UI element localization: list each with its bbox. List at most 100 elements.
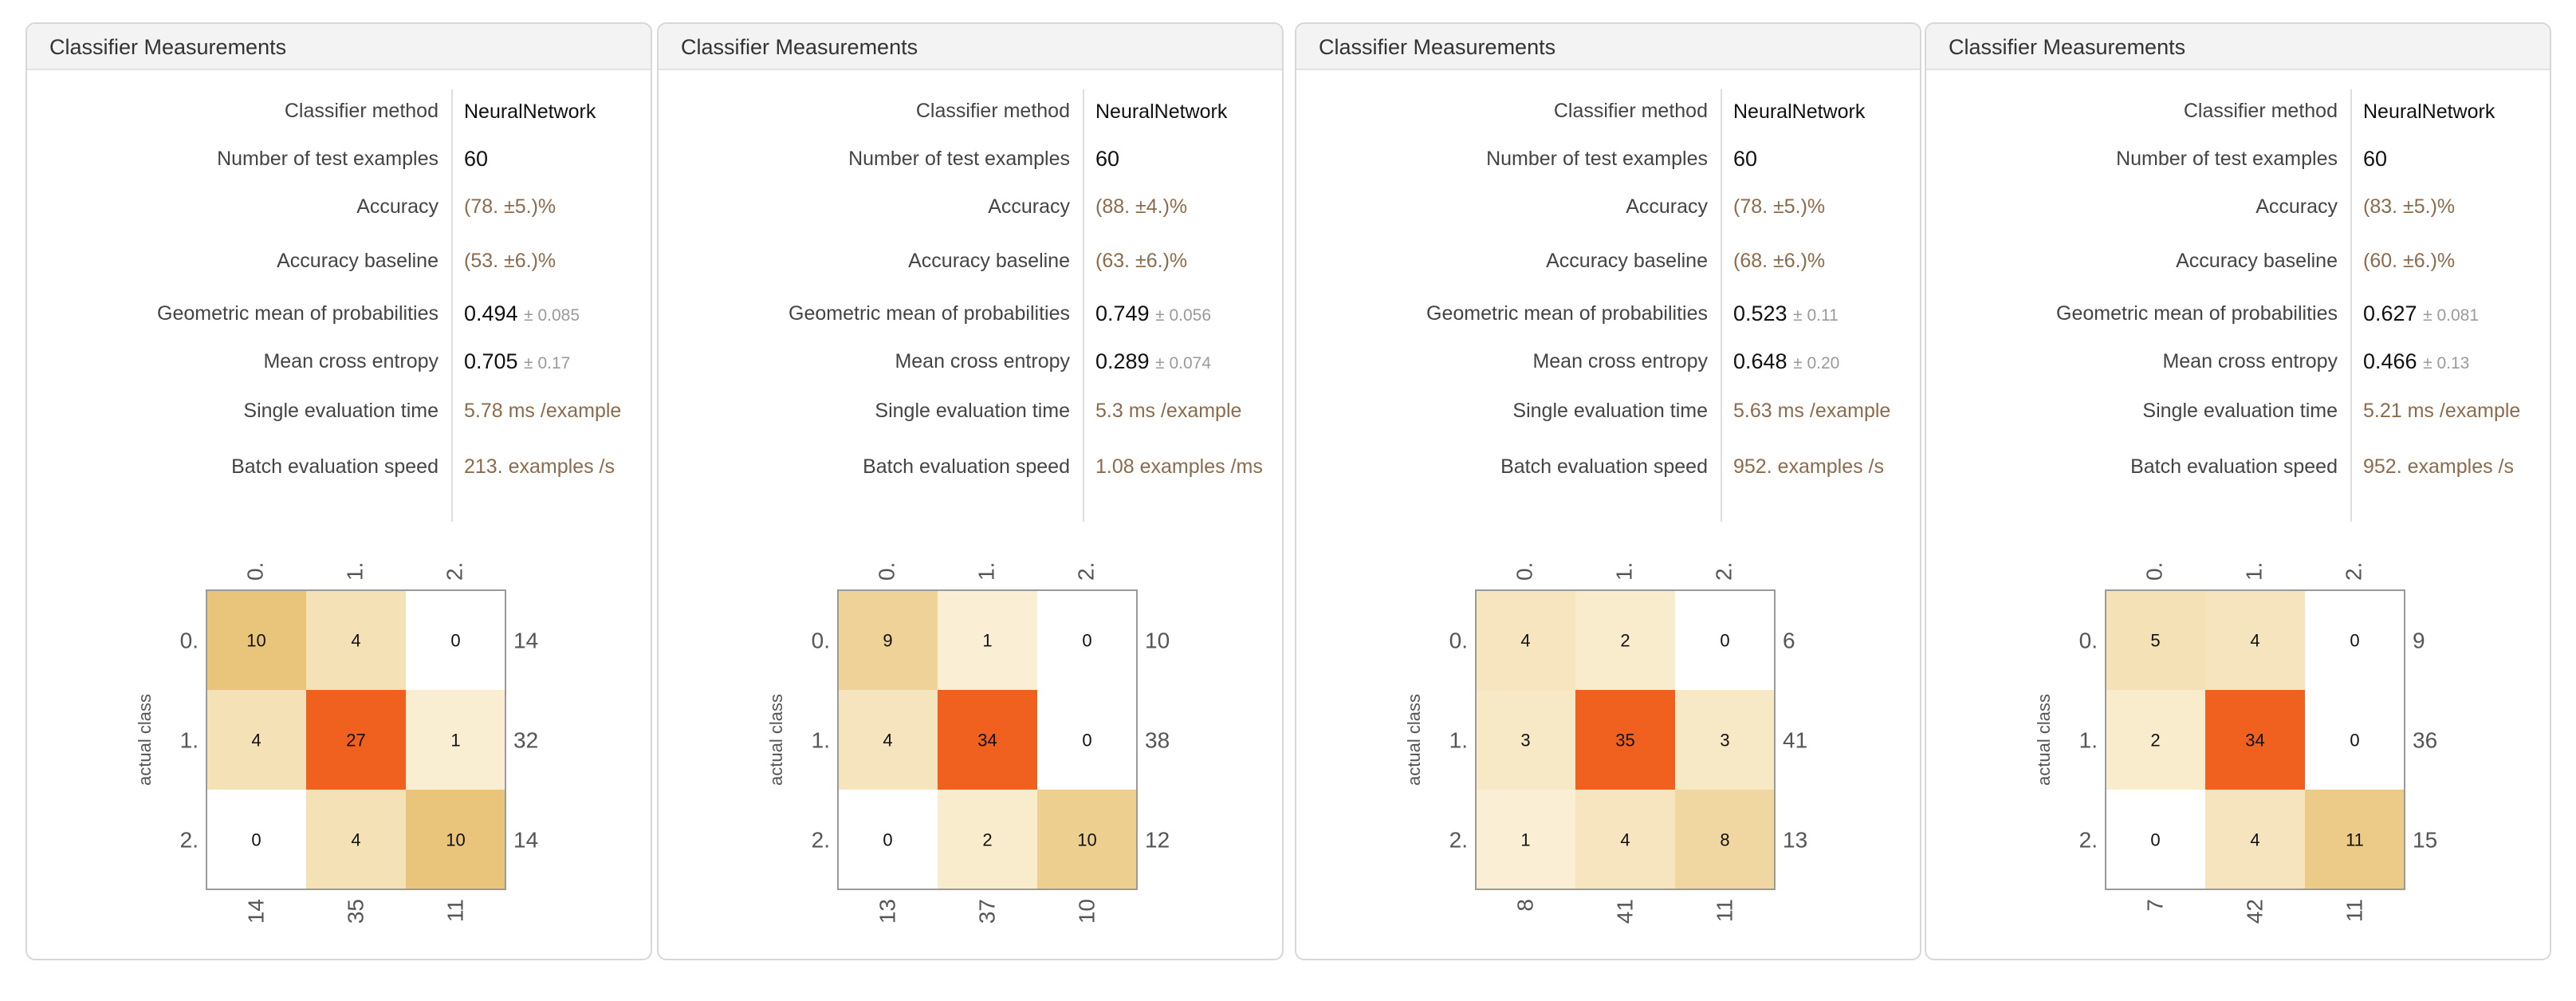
cm-row-total: 14 [513, 629, 538, 653]
measurements-table: Classifier method NeuralNetwork Number of … [27, 85, 651, 531]
cm-cell-count-2-0: 0 [2150, 830, 2160, 850]
cm-col-total: 35 [344, 899, 368, 924]
measurement-label: Single evaluation time [875, 400, 1070, 422]
panel-title: Classifier Measurements [1296, 24, 1920, 70]
value-text: 0.627 [2363, 301, 2417, 325]
cm-row-total: 10 [1145, 629, 1170, 653]
measurement-value: 952. examples /s [2363, 443, 2514, 490]
measurement-value: NeuralNetwork [1733, 88, 1865, 135]
cm-left-class-label: 1. [1449, 728, 1468, 753]
cm-cell-2-1 [938, 790, 1037, 889]
cm-left-class-label: 0. [1449, 629, 1468, 653]
measurement-value: 952. examples /s [1733, 443, 1884, 490]
measurement-label: Accuracy [988, 195, 1070, 218]
cm-cell-0-2 [406, 590, 505, 690]
value-text: 60 [464, 147, 489, 171]
spacer [2417, 301, 2424, 325]
value-text: 0.523 [1733, 301, 1787, 325]
measurement-row-accuracy-baseline: Accuracy baseline (60. ±6.)% [1926, 238, 2550, 284]
value-uncertainty: ± 0.056 [1155, 306, 1212, 325]
measurement-value: (78. ±5.)% [464, 183, 556, 230]
confusion-matrix: 1040427104100.1.2.0.1.2.143214143511pred… [27, 534, 651, 949]
measurement-value: (63. ±6.)% [1095, 238, 1187, 284]
measurements-table: Classifier method NeuralNetwork Number of … [659, 85, 1282, 531]
cm-cell-2-0 [2106, 790, 2205, 889]
measurement-label: Geometric mean of probabilities [157, 302, 439, 325]
cm-cell-count-0-1: 2 [1620, 631, 1630, 651]
value-text: (53. ±6.)% [464, 250, 556, 272]
column-divider [2350, 89, 2352, 522]
spacer [518, 301, 525, 325]
measurement-label: Batch evaluation speed [1500, 455, 1708, 478]
cm-cell-2-2 [406, 790, 505, 889]
measurement-row-classifier-method: Classifier method NeuralNetwork [659, 88, 1282, 134]
cm-left-class-label: 0. [812, 629, 830, 653]
cm-top-class-label: 1. [974, 562, 999, 581]
value-uncertainty: ± 0.11 [1793, 306, 1839, 325]
measurement-value: 5.21 ms /example [2363, 388, 2520, 434]
cm-col-total: 14 [244, 899, 269, 924]
measurement-value: (78. ±5.)% [1733, 183, 1825, 230]
cm-cell-count-0-0: 9 [883, 631, 892, 651]
cm-cell-1-1 [1575, 690, 1675, 790]
measurement-row-classifier-method: Classifier method NeuralNetwork [1926, 88, 2550, 134]
value-text: NeuralNetwork [1095, 100, 1228, 123]
cm-ylabel: actual class [1404, 694, 1424, 786]
measurement-row-classifier-method: Classifier method NeuralNetwork [1296, 88, 1920, 134]
value-text: (60. ±6.)% [2363, 250, 2456, 272]
measurement-value: (83. ±5.)% [2363, 183, 2455, 230]
cm-top-class-label: 2. [1074, 562, 1099, 581]
measurement-row-mean-cross-entropy: Mean cross entropy 0.466 ± 0.13 [1926, 338, 2550, 384]
cm-row-total: 6 [1783, 629, 1795, 653]
cm-cell-count-2-2: 10 [1077, 830, 1096, 850]
cm-cell-2-0 [838, 790, 938, 889]
measurement-value: 5.3 ms /example [1095, 388, 1241, 434]
cm-cell-count-1-2: 3 [1720, 731, 1729, 751]
classifier-measurements-panel: Classifier Measurements Classifier method… [1925, 22, 2551, 960]
cm-col-total: 8 [1513, 899, 1538, 912]
cm-frame [1475, 589, 1776, 890]
measurement-row-single-eval-time: Single evaluation time 5.21 ms /example [1926, 388, 2550, 434]
measurement-value: 0.705 ± 0.17 [464, 338, 570, 387]
measurement-label: Classifier method [2183, 100, 2338, 122]
measurement-value: (88. ±4.)% [1095, 183, 1187, 230]
value-text: (83. ±5.)% [2363, 195, 2456, 218]
cm-top-class-label: 1. [2242, 562, 2267, 581]
cm-cell-2-0 [1476, 790, 1575, 889]
cm-cell-0-2 [2305, 590, 2405, 690]
cm-col-total: 37 [975, 899, 1000, 924]
value-text: 60 [2363, 147, 2388, 171]
measurement-label: Number of test examples [217, 148, 439, 170]
cm-cell-0-1 [306, 590, 406, 690]
cm-cell-count-0-1: 4 [351, 631, 360, 651]
measurement-row-batch-eval-speed: Batch evaluation speed 952. examples /s [1926, 443, 2550, 490]
cm-cell-2-1 [306, 790, 406, 889]
cm-cell-count-1-0: 4 [883, 731, 892, 751]
cm-cell-count-2-1: 4 [351, 830, 360, 850]
measurement-label: Mean cross entropy [895, 350, 1070, 372]
value-text: 1.08 examples /ms [1095, 455, 1263, 478]
cm-cell-count-2-1: 4 [2250, 830, 2259, 850]
cm-top-class-label: 1. [1612, 562, 1637, 581]
cm-cell-1-1 [2205, 690, 2305, 790]
cm-col-total: 11 [443, 899, 468, 922]
measurement-label: Classifier method [915, 100, 1070, 122]
value-uncertainty: ± 0.13 [2423, 354, 2470, 372]
measurement-row-mean-cross-entropy: Mean cross entropy 0.289 ± 0.074 [659, 338, 1282, 384]
cm-row-total: 15 [2413, 828, 2437, 853]
cm-frame [2105, 589, 2405, 890]
cm-col-total: 7 [2143, 899, 2168, 912]
value-text: 952. examples /s [1733, 455, 1884, 478]
measurement-label: Number of test examples [848, 148, 1070, 170]
cm-cell-0-2 [1675, 590, 1775, 690]
cm-cell-1-0 [838, 690, 938, 790]
cm-cell-count-1-2: 0 [2350, 731, 2359, 751]
cm-cell-count-2-0: 0 [883, 830, 892, 850]
confusion-matrix-plot: 42033531480.1.2.0.1.2.6411384111predicte… [1404, 562, 1807, 924]
cm-cell-0-1 [2205, 590, 2305, 690]
measurement-value: 60 [1095, 136, 1119, 182]
cm-top-class-label: 0. [2142, 562, 2167, 581]
classifier-measurements-panel: Classifier Measurements Classifier method… [1295, 22, 1921, 960]
measurement-value: 0.466 ± 0.13 [2363, 338, 2469, 387]
cm-cell-count-0-0: 10 [246, 631, 265, 651]
